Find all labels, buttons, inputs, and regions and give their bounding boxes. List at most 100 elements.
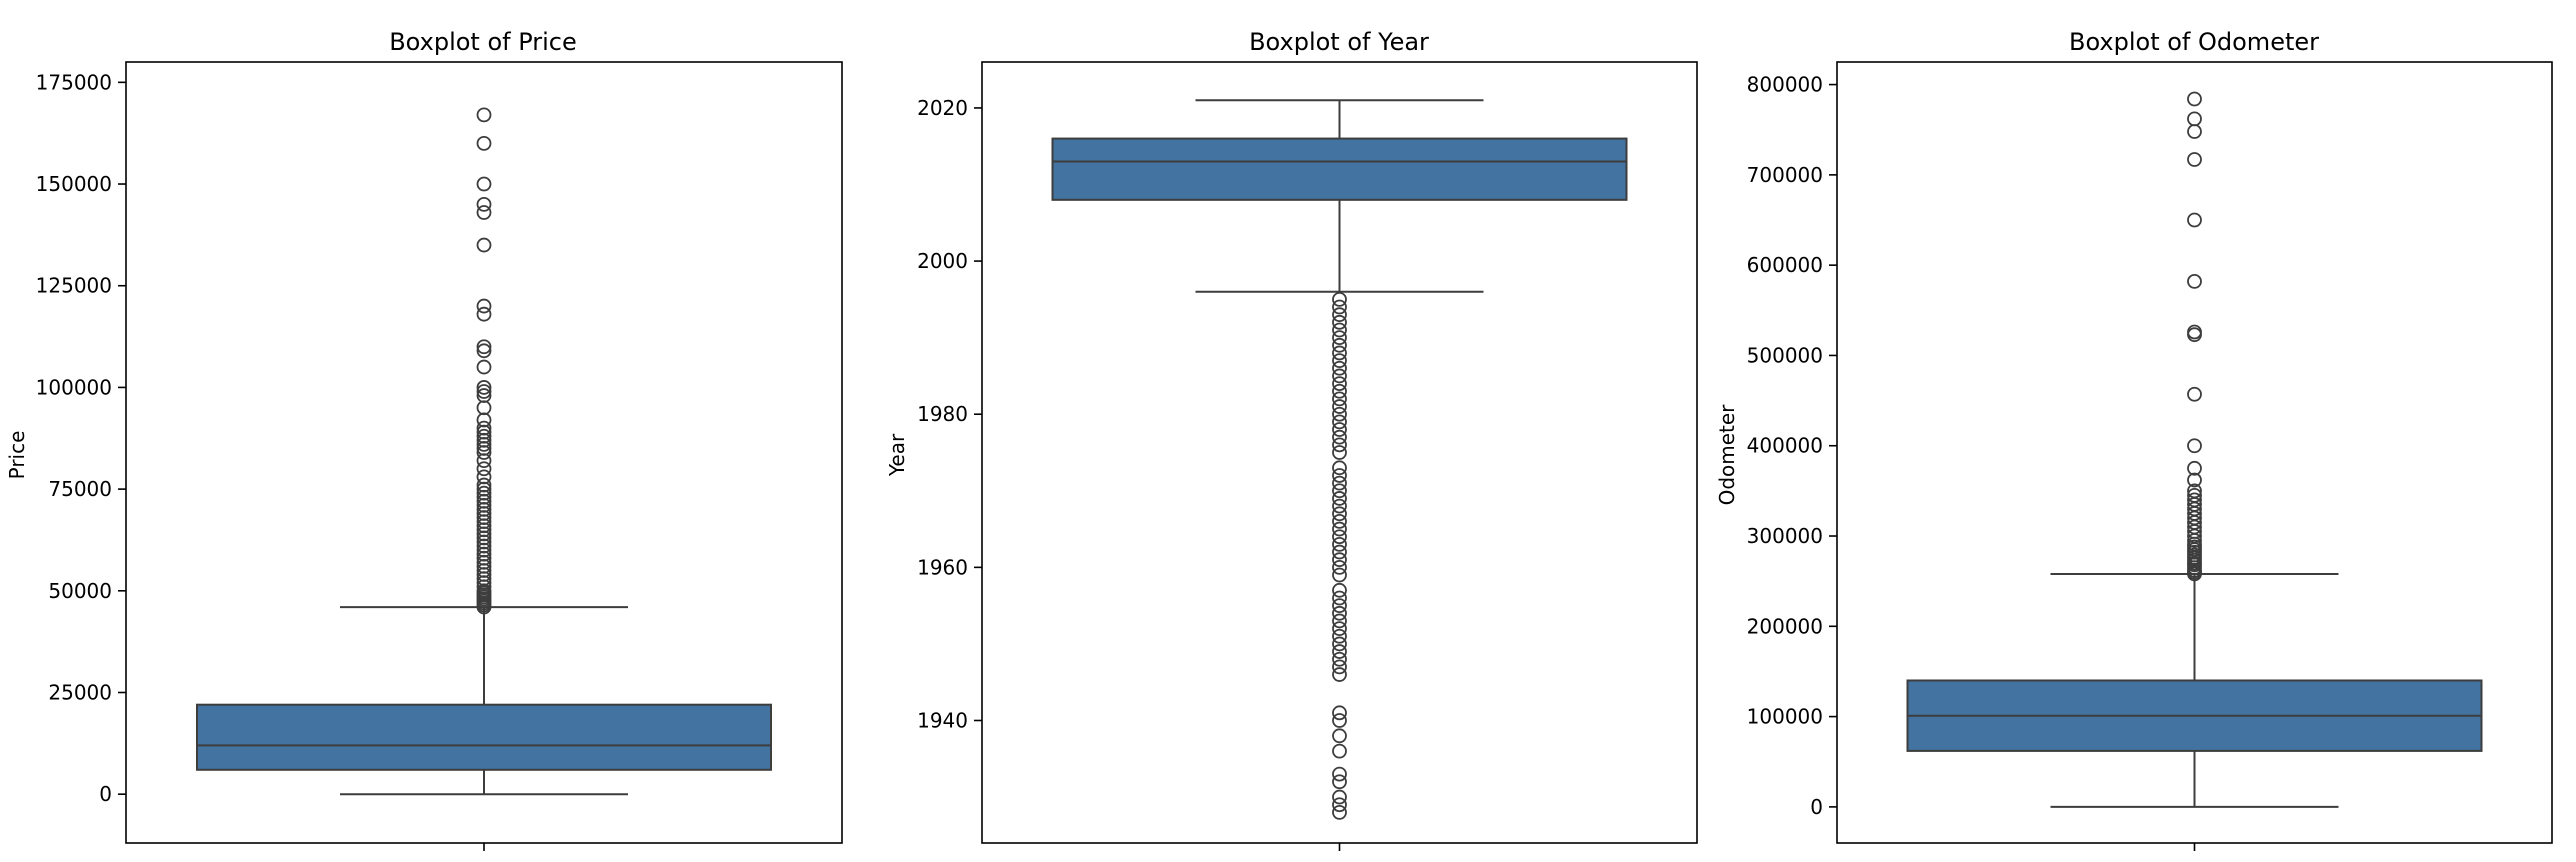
outlier-point [1332,713,1347,728]
outlier-point [1332,314,1347,330]
outlier-point [2187,487,2202,503]
outlier-point [1332,789,1347,805]
outlier-point [476,461,492,477]
outlier-point [476,384,492,399]
outlier-point [1332,529,1347,545]
y-tick-label: 0 [99,782,112,806]
outlier-point [1332,299,1347,315]
outlier-point [1332,307,1347,323]
y-tick-label: 125000 [36,274,112,298]
outlier-point [476,343,492,359]
y-tick-label: 175000 [36,70,112,94]
outlier-point [1332,360,1347,376]
outlier-point [1332,468,1347,483]
outlier-point [1332,582,1347,598]
outlier-point [2187,124,2202,139]
outlier-point [1332,552,1347,568]
outlier-point [1332,491,1347,506]
outlier-point [476,237,492,253]
iqr-box [1051,137,1628,201]
outlier-point [2187,472,2202,488]
outlier-point [1332,353,1347,369]
y-tick-label: 75000 [48,477,112,501]
outlier-point [1332,345,1347,361]
outlier-point [1332,621,1347,637]
y-tick-label: 150000 [36,172,112,196]
outlier-point [1332,728,1347,744]
y-tick-label: 1940 [917,708,968,732]
outlier-point [476,412,492,428]
outlier-point [1332,636,1347,652]
outlier-point [1332,391,1347,407]
chart-title: Boxplot of Odometer [2069,28,2319,56]
outlier-point [1332,774,1347,790]
outlier-point [476,400,492,416]
outlier-point [476,420,492,436]
chart-title: Boxplot of Price [389,28,577,56]
y-tick-label: 100000 [1747,705,1823,729]
y-tick-label: 2000 [917,249,968,273]
outlier-point [1332,651,1347,667]
outlier-point [476,135,492,151]
y-tick-label: 200000 [1747,614,1823,638]
y-tick-label: 25000 [48,680,112,704]
outlier-point [1332,445,1347,460]
outlier-point [476,469,492,485]
y-tick-label: 300000 [1747,524,1823,548]
outlier-point [2187,386,2202,402]
outlier-point [1332,667,1347,682]
outlier-point [2187,460,2202,476]
outlier-point [1332,368,1347,384]
outlier-point [1332,337,1347,353]
outlier-point [1332,498,1347,514]
outlier-point [2187,91,2202,107]
outlier-point [1332,406,1347,422]
y-tick-label: 50000 [48,579,112,603]
outlier-point [1332,475,1347,491]
outlier-point [1332,559,1347,575]
y-tick-label: 600000 [1747,253,1823,277]
outlier-point [1332,514,1347,529]
outlier-point [1332,804,1347,820]
outlier-point [1332,628,1347,644]
boxplot-panel-year: Boxplot of Year Year 1940 1960 1980 2000 202… [885,28,1698,851]
outlier-point [2187,152,2202,167]
y-axis-label: Year [885,433,909,477]
outlier-point [1332,414,1347,430]
outlier-point [2187,274,2202,289]
y-tick-label: 700000 [1747,163,1823,187]
outlier-point [1332,605,1347,621]
outlier-point [1332,483,1347,499]
outlier-point [2187,324,2202,340]
outlier-point [1332,437,1347,453]
outlier-point [1332,521,1347,537]
outlier-point [476,205,492,220]
outlier-point [1332,743,1347,759]
outlier-point [1332,644,1347,659]
outlier-point [1332,613,1347,629]
outlier-point [1332,506,1347,522]
y-tick-label: 400000 [1747,434,1823,458]
outlier-point [1332,659,1347,675]
outlier-point [476,485,492,501]
outlier-point [476,380,492,395]
outlier-point [476,388,492,403]
outlier-point [2187,438,2202,454]
y-tick-label: 500000 [1747,343,1823,367]
y-axis-label: Odometer [1715,404,1739,506]
outlier-point [476,107,492,123]
outlier-point [476,298,492,314]
y-tick-label: 100000 [36,375,112,399]
outlier-point [476,339,492,355]
outlier-point [1332,330,1347,346]
y-tick-label: 1960 [917,555,968,579]
outlier-point [1332,376,1347,391]
outlier-point [476,428,492,444]
outlier-point [2187,111,2202,127]
outlier-point [1332,598,1347,614]
outlier-point [1332,399,1347,414]
chart-title: Boxplot of Year [1249,28,1429,56]
iqr-box [196,703,772,771]
outlier-point [1332,797,1347,813]
